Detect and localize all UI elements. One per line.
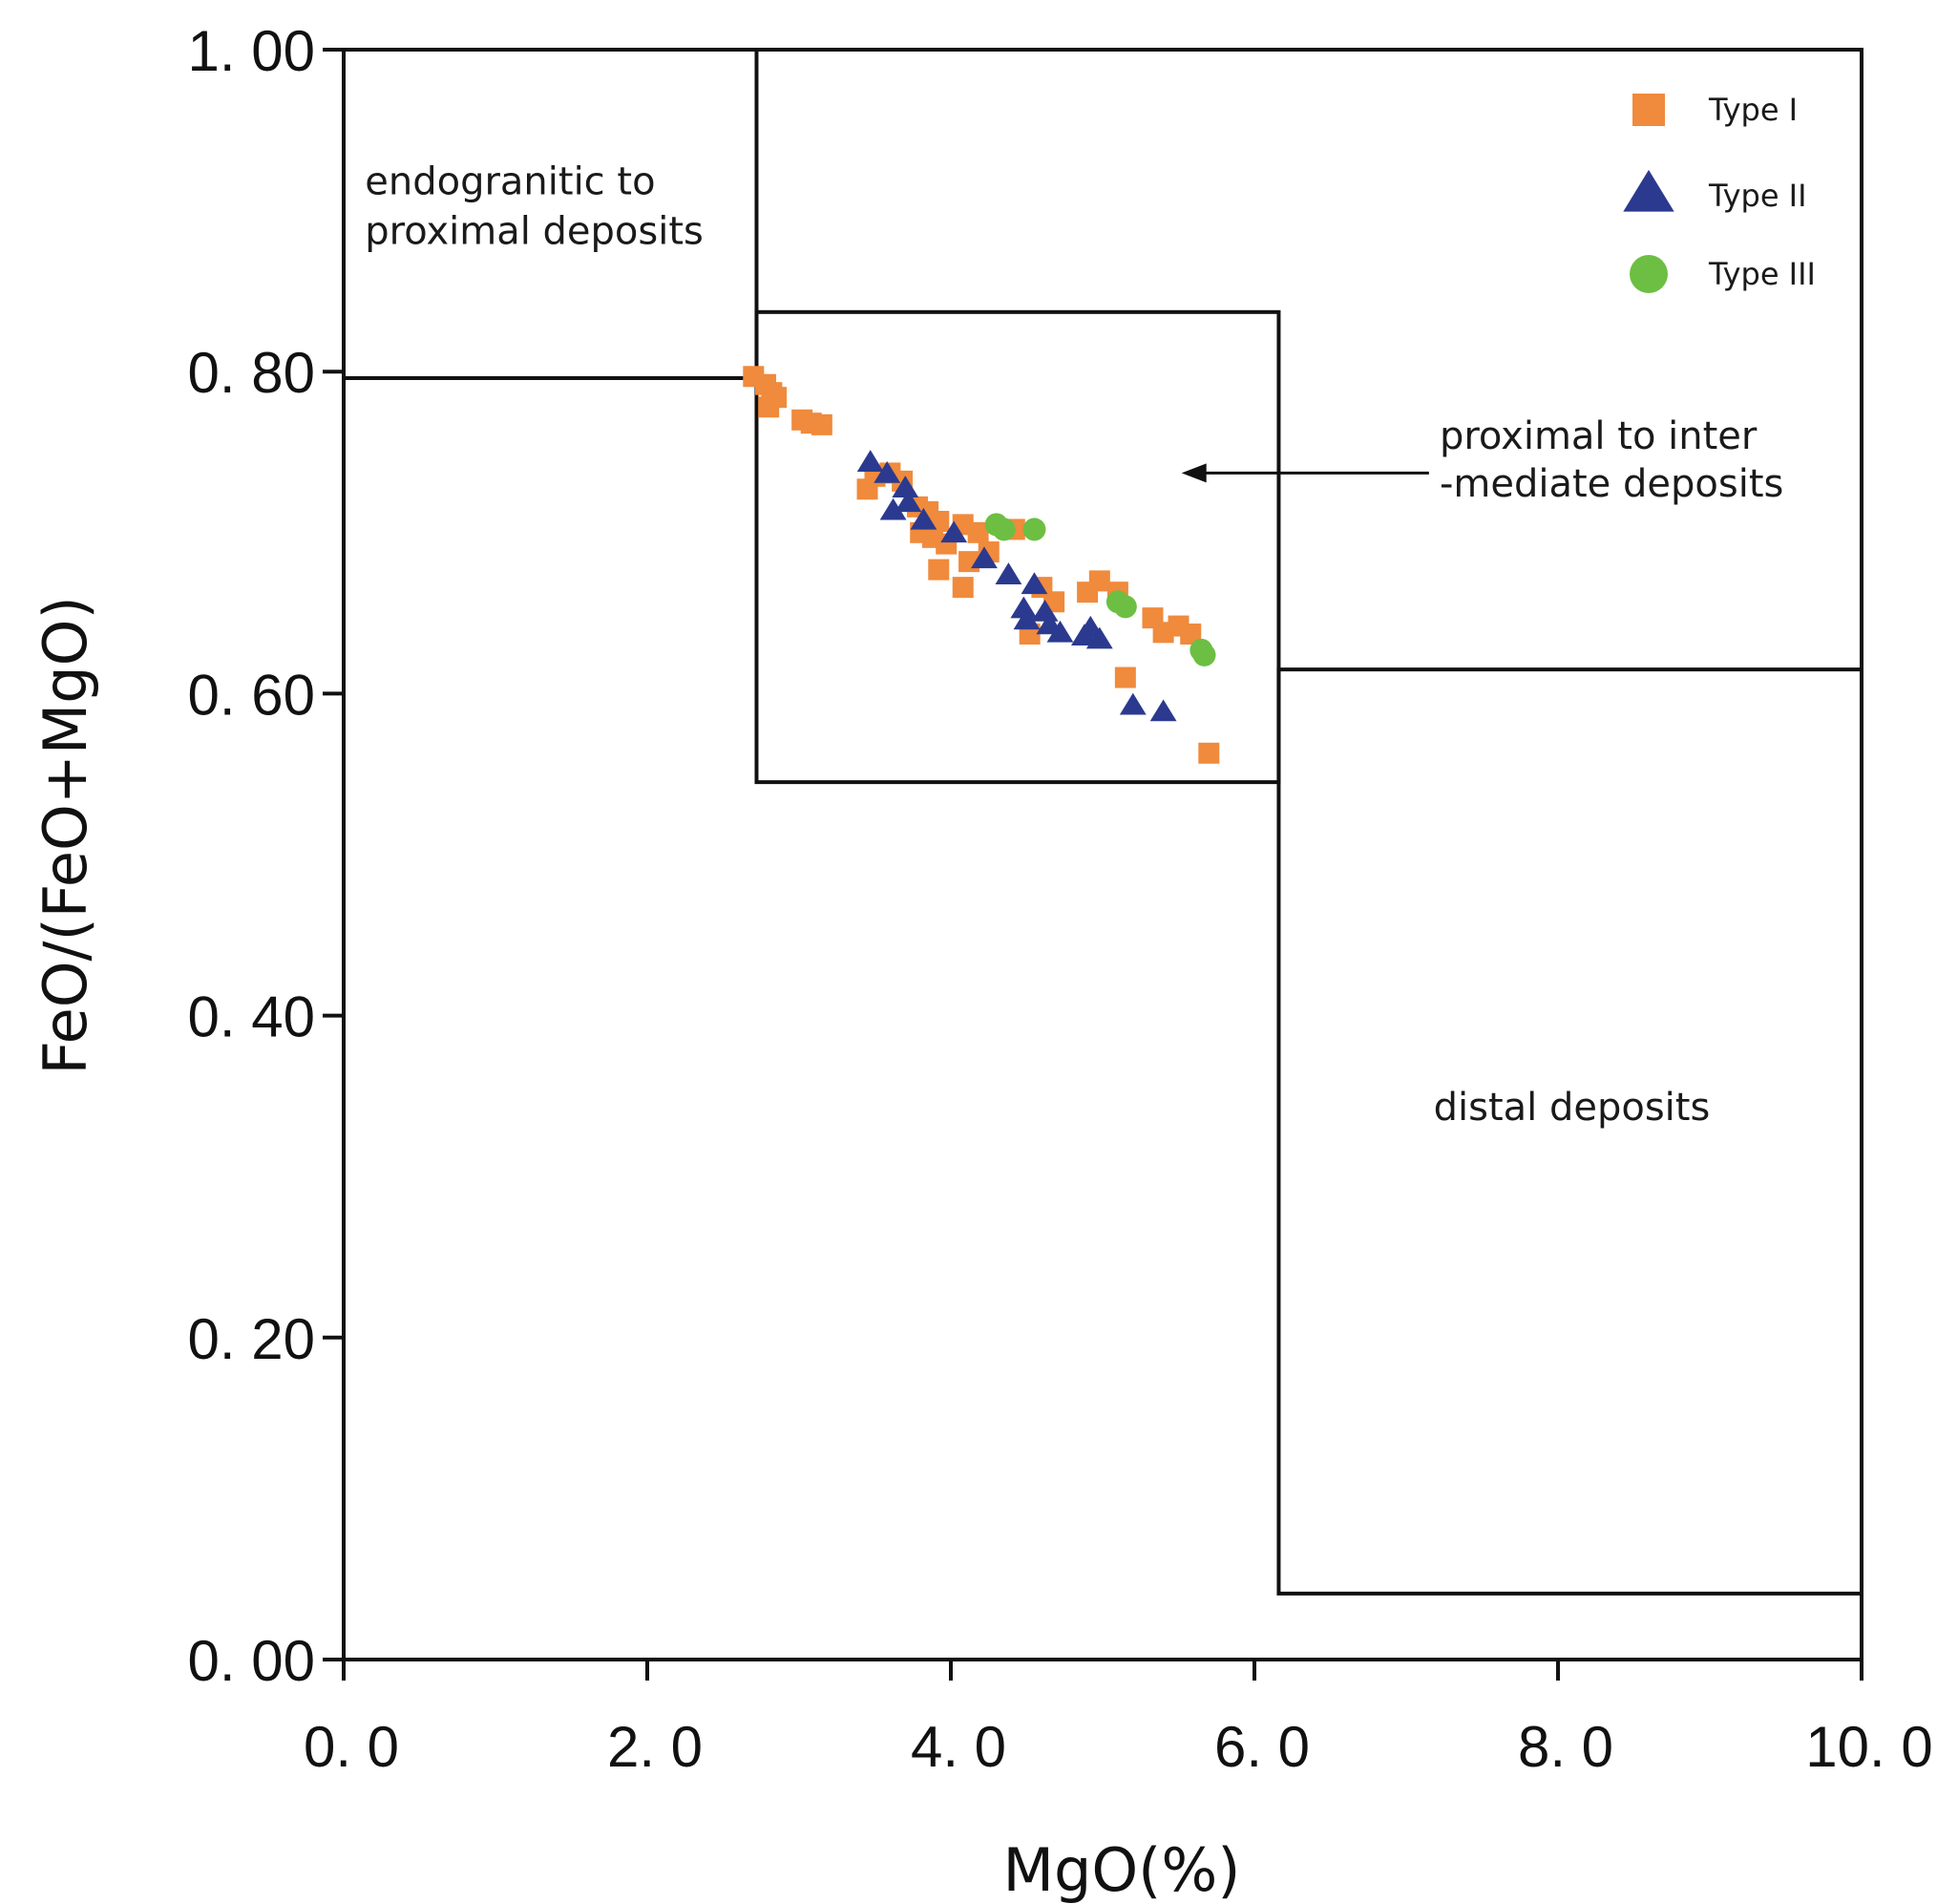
data-point-type-ii (1021, 572, 1048, 595)
data-point-type-ii (995, 562, 1022, 584)
x-tick-label: 2. 0 (607, 1715, 703, 1779)
data-point-type-ii (1013, 607, 1041, 630)
data-points (743, 366, 1220, 764)
data-point-type-ii (940, 520, 968, 543)
data-point-type-i (952, 577, 974, 599)
x-tick-label: 0. 0 (304, 1715, 399, 1779)
region-label-line: proximal deposits (365, 210, 704, 254)
data-point-type-ii (892, 476, 919, 497)
x-axis-title: MgO(%) (1003, 1835, 1241, 1904)
x-tick-label: 8. 0 (1518, 1715, 1613, 1779)
y-tick-label: 0. 60 (188, 663, 315, 727)
x-tick-label: 10. 0 (1805, 1715, 1932, 1779)
legend-label-type-i: Type I (1708, 92, 1798, 128)
data-point-type-iii (992, 518, 1016, 541)
region-boundary-proximal-intermediate (754, 309, 1281, 785)
data-point-type-iii (1022, 518, 1046, 541)
data-point-type-i (758, 396, 780, 418)
legend-label-type-ii: Type II (1708, 178, 1807, 214)
legend: Type I Type II Type III (1623, 92, 1816, 293)
region-label-line: distal deposits (1434, 1086, 1711, 1130)
y-tick-label: 1. 00 (188, 19, 315, 83)
data-point-type-ii (910, 507, 937, 530)
data-point-type-ii (1149, 699, 1177, 722)
region-label-line: -mediate deposits (1440, 462, 1783, 506)
data-point-type-i (1114, 666, 1136, 688)
region-boundary-distal (1276, 667, 1862, 1596)
region-label-line: endogranitic to (365, 160, 655, 204)
y-tick-label: 0. 00 (188, 1629, 315, 1693)
x-tick-label: 6. 0 (1214, 1715, 1310, 1779)
axis-ticks (323, 48, 1863, 1681)
data-point-type-i (1180, 624, 1202, 645)
axis-tick-labels: 0. 0 2. 0 4. 0 6. 0 8. 0 10. 0 0. 00 0. 20 0. 40… (188, 19, 1933, 1779)
plot-frame (342, 48, 1863, 1661)
arrow-head (1181, 463, 1207, 483)
data-point-type-ii (895, 490, 922, 513)
data-point-type-i (1088, 570, 1110, 592)
data-point-type-i (811, 413, 832, 435)
data-point-type-ii (971, 546, 998, 569)
data-point-type-ii (879, 497, 907, 520)
data-point-type-i (967, 521, 989, 543)
legend-marker-type-ii (1623, 169, 1674, 212)
x-tick-label: 4. 0 (911, 1715, 1006, 1779)
y-tick-label: 0. 20 (188, 1307, 315, 1371)
data-point-type-ii (1010, 596, 1038, 619)
y-axis-title: FeO/(FeO+MgO) (31, 596, 100, 1074)
data-point-type-iii (1192, 643, 1216, 666)
legend-marker-type-iii (1630, 255, 1668, 293)
data-point-type-iii (1113, 595, 1137, 619)
legend-marker-type-i (1632, 94, 1665, 126)
region-arrow (1181, 463, 1429, 483)
data-point-type-i (928, 559, 950, 581)
data-point-type-ii (1085, 626, 1113, 649)
data-point-type-ii (856, 450, 884, 472)
data-point-type-i (1198, 742, 1220, 764)
region-labels: endogranitic to proximal deposits proximal… (365, 160, 1783, 1130)
data-point-type-ii (1119, 692, 1147, 715)
data-point-type-ii (1046, 620, 1074, 643)
region-label-line: proximal to inter (1440, 414, 1758, 458)
y-tick-label: 0. 40 (188, 985, 315, 1049)
legend-label-type-iii: Type III (1708, 256, 1816, 292)
data-point-type-ii (874, 460, 901, 483)
y-tick-label: 0. 80 (188, 341, 315, 405)
